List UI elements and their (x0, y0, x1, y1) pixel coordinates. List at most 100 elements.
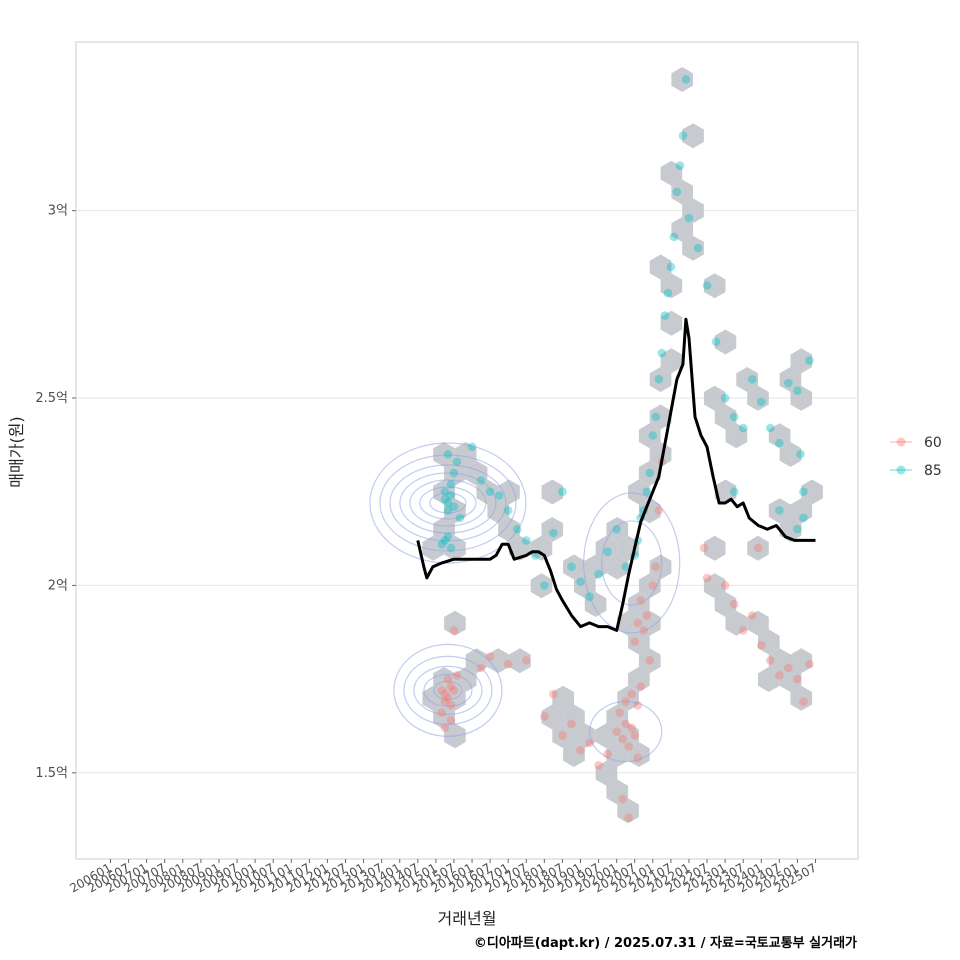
hexbin-cell (541, 479, 564, 505)
point-85 (531, 551, 540, 560)
point-60 (720, 581, 730, 590)
hexbin-cell (552, 685, 574, 711)
hexbin-cell (790, 685, 813, 711)
hexbin-cell (498, 517, 520, 542)
y-axis-ticks: 1.5억 2억 2.5억 3억 (35, 204, 76, 781)
hexbin-cell (433, 667, 455, 692)
hexbin-cell (790, 385, 813, 411)
hexbin-cell (606, 554, 629, 580)
point-85 (503, 506, 513, 515)
density-contour (583, 492, 681, 634)
point-85 (693, 243, 703, 253)
point-85 (645, 468, 655, 478)
legend-item-60[interactable]: 60 (890, 435, 942, 451)
hexbin-cell (660, 160, 683, 186)
hexbin-cell (649, 554, 672, 580)
hexbin-cell (628, 667, 650, 692)
point-60 (576, 746, 585, 755)
y-axis-title: 매매가(원) (7, 416, 26, 487)
hexbin-cell (747, 610, 769, 636)
hexbin-cell (649, 442, 672, 467)
hexbin-cell (628, 629, 650, 655)
density-contour (369, 442, 527, 564)
point-60 (639, 626, 649, 635)
point-85 (729, 487, 739, 497)
legend-item-85[interactable]: 85 (890, 463, 942, 479)
hexbin-cell (584, 554, 607, 580)
point-60 (738, 626, 748, 635)
point-85 (702, 281, 712, 290)
point-60 (805, 659, 814, 669)
hexbin-cell (617, 723, 639, 749)
point-60 (633, 753, 643, 763)
point-60 (784, 663, 793, 673)
point-60 (437, 686, 447, 695)
point-85 (440, 487, 450, 497)
hexbin-cell (758, 667, 780, 692)
point-60 (624, 813, 634, 823)
point-85 (449, 502, 459, 512)
hexbin-cell (671, 67, 693, 92)
hexbin-cell (703, 535, 726, 561)
hexbin-cell (509, 648, 531, 674)
hexbin-cell (768, 423, 791, 449)
point-85 (784, 378, 793, 388)
density-contour (403, 655, 493, 725)
hexbin-cell (454, 442, 477, 467)
hexbin-cell (660, 348, 683, 374)
point-60 (449, 626, 459, 635)
point-60 (775, 671, 784, 680)
hexbin-cell (422, 535, 445, 561)
point-60 (645, 656, 655, 665)
point-60 (699, 543, 709, 553)
hexbin-cell (736, 367, 758, 392)
point-85 (799, 513, 808, 523)
trend-line-layer (416, 317, 816, 632)
point-85 (549, 528, 558, 538)
point-85 (648, 431, 658, 440)
hexbin-cell (714, 404, 737, 430)
point-60 (702, 573, 712, 583)
point-85 (449, 468, 459, 478)
point-60 (603, 749, 612, 759)
hexbin-cell (638, 573, 661, 599)
point-85 (675, 161, 685, 170)
point-60 (799, 697, 808, 706)
point-85 (494, 491, 504, 500)
point-60 (615, 708, 624, 718)
point-85 (540, 581, 549, 590)
point-85 (576, 577, 585, 586)
point-60 (756, 641, 766, 650)
point-85 (654, 374, 664, 384)
hexbin-cell (606, 779, 629, 805)
point-60 (452, 671, 462, 680)
point-60 (633, 701, 643, 710)
hexbin-layer (422, 67, 823, 824)
y-tick-label: 2억 (48, 578, 68, 593)
hexbin-cell (638, 498, 661, 524)
gridlines (76, 210, 858, 774)
hexbin-cell (725, 423, 748, 449)
hexbin-cell (595, 723, 618, 749)
hexbin-cell (649, 254, 672, 280)
point-85 (660, 311, 670, 320)
point-60 (729, 599, 739, 609)
point-60 (585, 738, 594, 748)
hexbin-cell (606, 704, 629, 730)
hexbin-cell (779, 367, 802, 392)
hexbin-cell (433, 517, 455, 542)
hexbin-cell (606, 742, 629, 767)
point-85 (684, 213, 694, 223)
density-contour (409, 479, 487, 527)
hexbin-cell (747, 535, 769, 561)
density-contours (369, 442, 681, 763)
density-contour (389, 464, 507, 542)
hexbin-cell (671, 179, 693, 205)
hexbin-cell (498, 479, 520, 505)
point-60 (612, 727, 621, 736)
point-85 (711, 337, 721, 347)
density-contour (393, 643, 503, 737)
hexbin-cell (433, 479, 455, 505)
legend-key-85 (896, 465, 906, 475)
point-85 (657, 348, 667, 358)
